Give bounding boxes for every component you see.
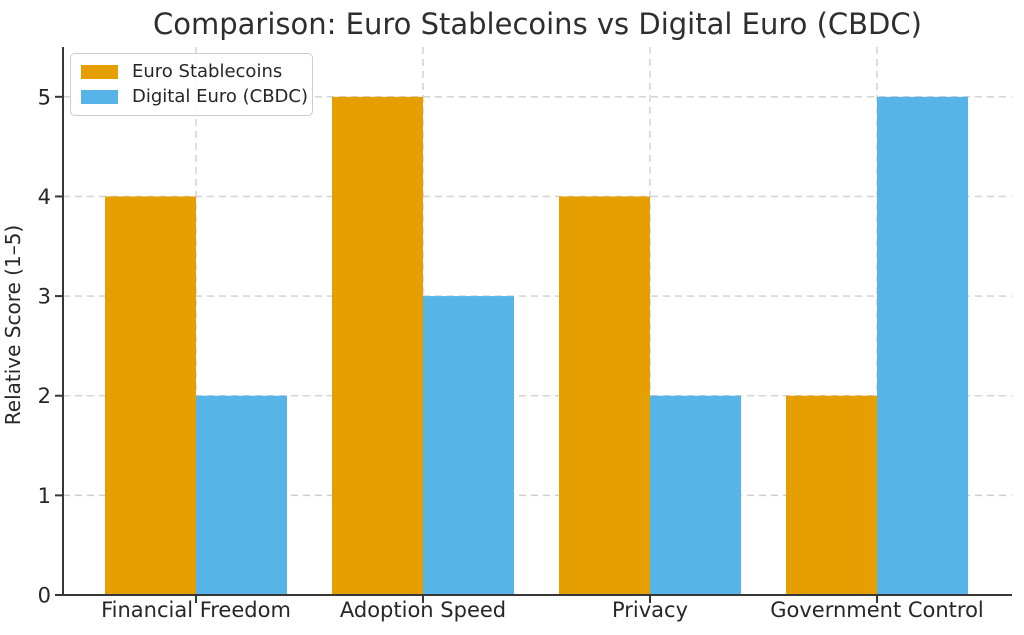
legend-item-euro-stablecoins: Euro Stablecoins: [81, 63, 302, 81]
y-axis-label: Relative Score (1–5): [1, 225, 25, 425]
bar-government-control-digital-euro-cbdc: [877, 96, 968, 596]
bar-adoption-speed-euro-stablecoins: [332, 96, 423, 596]
bar-financial-freedom-digital-euro-cbdc: [196, 395, 287, 595]
legend-item-digital-euro-cbdc: Digital Euro (CBDC): [81, 88, 308, 106]
x-tick-label-government-control: Government Control: [770, 598, 984, 622]
x-tick-label-privacy: Privacy: [612, 598, 688, 622]
legend-label-euro-stablecoins: Euro Stablecoins: [132, 61, 283, 82]
y-tick-label-4: 4: [38, 185, 51, 209]
legend-swatch-blue-icon: [81, 90, 118, 104]
y-tick-label-0: 0: [38, 584, 51, 608]
y-tick-label-2: 2: [38, 384, 51, 408]
axes-spines: [62, 47, 1012, 596]
bar-financial-freedom-euro-stablecoins: [105, 196, 196, 596]
bar-privacy-euro-stablecoins: [559, 196, 650, 596]
chart-title: Comparison: Euro Stablecoins vs Digital …: [153, 7, 922, 41]
bar-privacy-digital-euro-cbdc: [650, 395, 741, 595]
legend: Euro Stablecoins Digital Euro (CBDC): [70, 53, 313, 116]
tick-marks: [55, 95, 878, 603]
bar-adoption-speed-digital-euro-cbdc: [423, 296, 514, 595]
bars: [105, 96, 968, 596]
legend-label-digital-euro-cbdc: Digital Euro (CBDC): [132, 86, 309, 107]
y-tick-label-5: 5: [38, 85, 51, 109]
bar-government-control-euro-stablecoins: [786, 395, 877, 595]
y-tick-label-3: 3: [38, 285, 51, 309]
legend-swatch-orange-icon: [81, 65, 118, 79]
tick-labels: 0 1 2 3 4 5 Financial Freedom Adoption Speed Pri…: [38, 85, 984, 622]
x-tick-label-adoption-speed: Adoption Speed: [340, 598, 506, 622]
y-tick-label-1: 1: [38, 484, 51, 508]
x-tick-label-financial-freedom: Financial Freedom: [101, 598, 291, 622]
